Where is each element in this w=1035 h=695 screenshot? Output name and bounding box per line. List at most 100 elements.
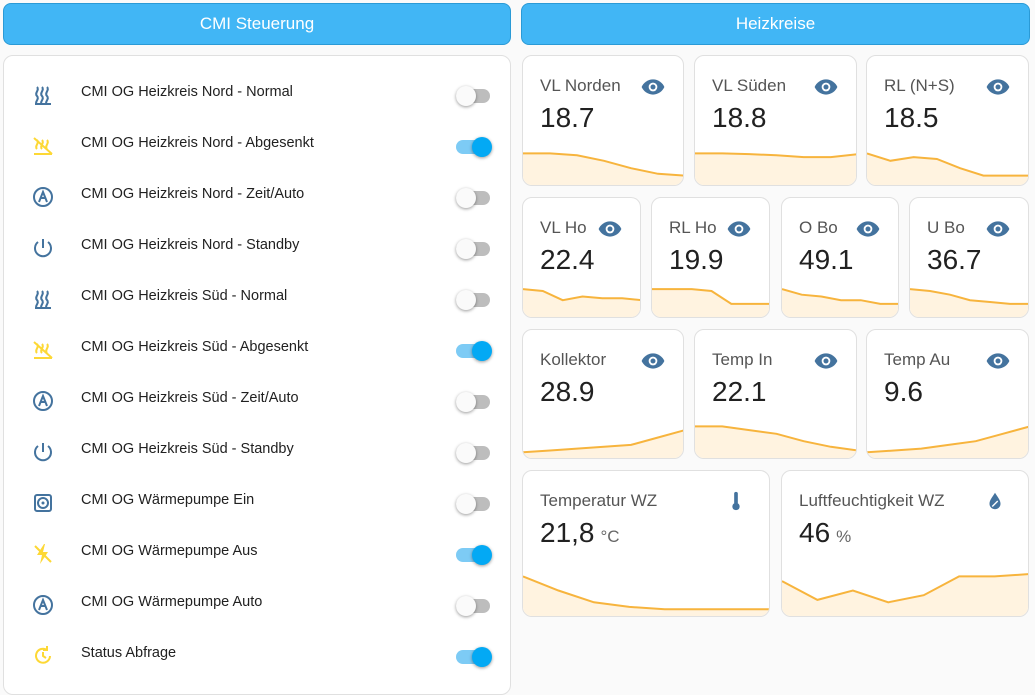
switch-label: CMI OG Heizkreis Nord - Zeit/Auto <box>81 186 305 202</box>
sensor-value: 19.9 <box>669 244 724 276</box>
switch-row: CMI OG Wärmepumpe Auto <box>4 584 510 624</box>
switch-row: CMI OG Heizkreis Süd - Standby <box>4 431 510 471</box>
switch-label: CMI OG Heizkreis Süd - Standby <box>81 441 294 457</box>
toggle[interactable] <box>456 86 492 106</box>
toggle[interactable] <box>456 647 492 667</box>
switch-list: CMI OG Heizkreis Nord - Normal CMI OG He… <box>3 55 511 695</box>
sensor-name: Temperatur WZ <box>540 491 658 510</box>
sensor-card[interactable]: Temp Au 9.6 <box>866 329 1029 459</box>
sensor-card[interactable]: RL Ho 19.9 <box>651 197 770 318</box>
sensor-icon <box>726 216 752 247</box>
sensor-icon <box>984 489 1006 518</box>
sensor-icon <box>597 216 623 247</box>
toggle[interactable] <box>456 494 492 514</box>
sensor-card[interactable]: VL Ho 22.4 <box>522 197 641 318</box>
sensor-name: Temp Au <box>884 350 951 369</box>
switch-row: CMI OG Heizkreis Süd - Zeit/Auto <box>4 380 510 420</box>
toggle[interactable] <box>456 239 492 259</box>
switch-row: CMI OG Wärmepumpe Aus <box>4 533 510 573</box>
sensor-name: RL Ho <box>669 218 717 237</box>
header-button[interactable]: CMI Steuerung <box>3 3 511 45</box>
sensor-value: 22.1 <box>712 376 767 408</box>
value: 36.7 <box>927 244 982 275</box>
sensor-icon <box>813 74 839 105</box>
switch-label: CMI OG Heizkreis Süd - Normal <box>81 288 288 304</box>
sensor-card[interactable]: RL (N+S) 18.5 <box>866 55 1029 186</box>
sensor-name: U Bo <box>927 218 965 237</box>
header-button[interactable]: Heizkreise <box>521 3 1030 45</box>
sensor-value: 49.1 <box>799 244 854 276</box>
switch-row: CMI OG Heizkreis Nord - Standby <box>4 227 510 267</box>
sensor-card[interactable]: O Bo 49.1 <box>781 197 899 318</box>
switch-row: CMI OG Heizkreis Nord - Zeit/Auto <box>4 176 510 216</box>
toggle[interactable] <box>456 341 492 361</box>
sensor-icon <box>985 348 1011 379</box>
switch-icon <box>31 593 55 622</box>
sensor-card[interactable]: Luftfeuchtigkeit WZ 46% <box>781 470 1029 617</box>
sensor-value: 18.7 <box>540 102 595 134</box>
sensor-value: 21,8 °C <box>540 517 620 549</box>
sensor-icon <box>813 348 839 379</box>
sparkline <box>782 198 898 317</box>
sparkline <box>910 198 1028 317</box>
switch-icon <box>31 440 55 469</box>
unit: °C <box>600 527 620 546</box>
sensor-name: Temp In <box>712 350 773 369</box>
sparkline <box>867 330 1028 458</box>
toggle[interactable] <box>456 443 492 463</box>
switch-label: CMI OG Wärmepumpe Ein <box>81 492 255 508</box>
toggle[interactable] <box>456 545 492 565</box>
sensor-name: Luftfeuchtigkeit WZ <box>799 491 945 510</box>
sparkline <box>523 330 683 458</box>
switch-icon <box>31 236 55 265</box>
switch-icon <box>31 338 55 367</box>
sensor-icon <box>640 348 666 379</box>
switch-label: CMI OG Wärmepumpe Auto <box>81 594 263 610</box>
value: 46 <box>799 517 831 548</box>
sensor-icon <box>985 216 1011 247</box>
sensor-card[interactable]: Temp In 22.1 <box>694 329 857 459</box>
sensor-name: Kollektor <box>540 350 607 369</box>
switch-label: CMI OG Heizkreis Süd - Abgesenkt <box>81 339 309 355</box>
value: 18.8 <box>712 102 767 133</box>
switch-icon <box>31 185 55 214</box>
sensor-name: RL (N+S) <box>884 76 955 95</box>
value: 28.9 <box>540 376 595 407</box>
switch-icon <box>31 83 55 112</box>
toggle[interactable] <box>456 137 492 157</box>
switch-row: Status Abfrage <box>4 635 510 675</box>
switch-label: CMI OG Wärmepumpe Aus <box>81 543 258 559</box>
sensor-value: 28.9 <box>540 376 595 408</box>
switch-icon <box>31 389 55 418</box>
sensor-icon <box>640 74 666 105</box>
sensor-card[interactable]: VL Süden 18.8 <box>694 55 857 186</box>
switch-label: Status Abfrage <box>81 645 177 661</box>
value: 22.4 <box>540 244 595 275</box>
value: 9.6 <box>884 376 923 407</box>
sensor-value: 18.5 <box>884 102 939 134</box>
sparkline <box>652 198 769 317</box>
value: 49.1 <box>799 244 854 275</box>
sensor-card[interactable]: U Bo 36.7 <box>909 197 1029 318</box>
toggle[interactable] <box>456 290 492 310</box>
value: 22.1 <box>712 376 767 407</box>
toggle[interactable] <box>456 596 492 616</box>
sparkline <box>782 471 1028 616</box>
sensor-icon <box>725 489 747 518</box>
toggle[interactable] <box>456 188 492 208</box>
sensor-value: 22.4 <box>540 244 595 276</box>
toggle[interactable] <box>456 392 492 412</box>
switch-label: CMI OG Heizkreis Nord - Normal <box>81 84 293 100</box>
sensor-icon <box>985 74 1011 105</box>
sparkline <box>523 198 640 317</box>
unit: % <box>836 527 852 546</box>
switch-row: CMI OG Heizkreis Nord - Normal <box>4 74 510 114</box>
sensor-card[interactable]: VL Norden 18.7 <box>522 55 684 186</box>
sensor-value: 46% <box>799 517 851 549</box>
sparkline <box>867 56 1028 185</box>
switch-row: CMI OG Heizkreis Süd - Normal <box>4 278 510 318</box>
sensor-card[interactable]: Temperatur WZ 21,8 °C <box>522 470 770 617</box>
sensor-card[interactable]: Kollektor 28.9 <box>522 329 684 459</box>
sparkline <box>695 330 856 458</box>
sparkline <box>523 471 769 616</box>
